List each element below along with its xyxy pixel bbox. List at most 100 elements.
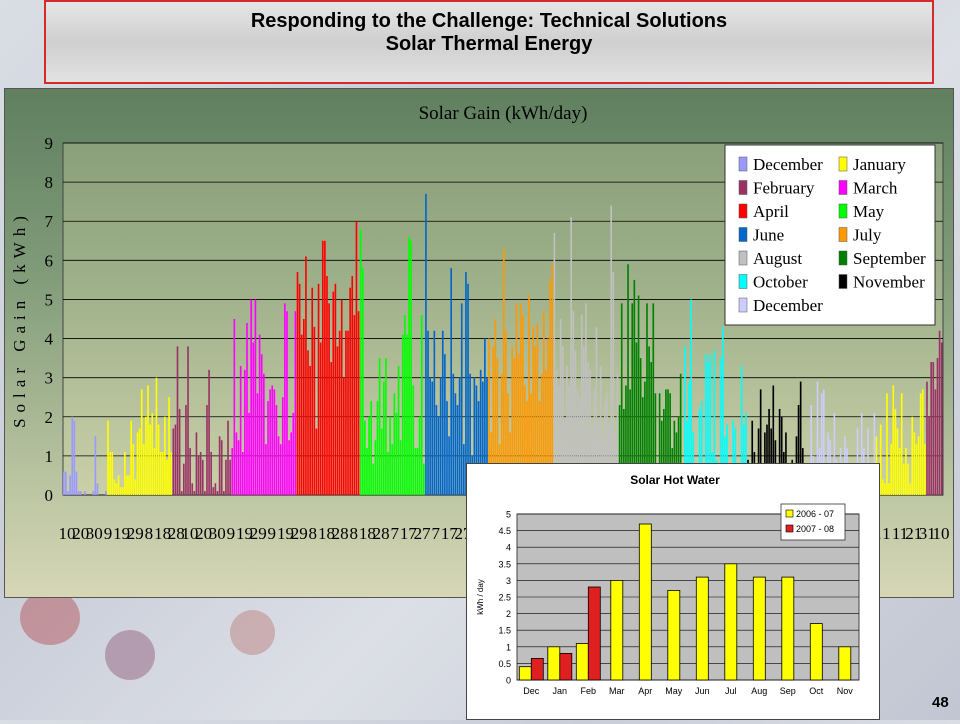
bar [610, 580, 624, 681]
bar [136, 432, 139, 495]
bar [559, 652, 573, 681]
bar [892, 385, 895, 495]
bar [500, 373, 503, 495]
slide-title-box: Responding to the Challenge: Technical S… [44, 0, 934, 84]
bar [67, 491, 69, 495]
bar [227, 420, 229, 495]
legend-label: July [853, 226, 882, 245]
x-tick-label: Mar [609, 686, 625, 696]
bar [71, 416, 74, 495]
legend-swatch [838, 250, 848, 266]
y-tick-label: 5 [45, 290, 54, 309]
bar [608, 424, 610, 495]
bar [446, 401, 448, 495]
bar [705, 354, 707, 495]
bar [252, 342, 255, 495]
bar [768, 408, 770, 495]
bar [477, 401, 480, 495]
bar [77, 491, 80, 495]
bar [810, 405, 813, 495]
x-tick-label: Jun [695, 686, 710, 696]
bar [606, 393, 608, 495]
x-tick-label: 28 [332, 524, 349, 543]
legend-swatch [738, 227, 748, 242]
bar [627, 264, 629, 495]
bar [890, 444, 893, 495]
bar [595, 326, 598, 495]
bar [536, 322, 539, 495]
x-tick-label: 7 [431, 524, 440, 543]
y-tick-label: 0 [45, 486, 54, 505]
bar [414, 448, 417, 495]
bar [201, 459, 204, 495]
background-decoration [105, 630, 155, 680]
bar [199, 451, 202, 495]
bar [204, 491, 206, 495]
y-tick-label: 2 [506, 609, 511, 619]
y-tick-label: 3 [45, 369, 54, 388]
bar [873, 412, 876, 495]
bar [347, 330, 349, 495]
bar [888, 483, 890, 495]
bar [884, 483, 886, 495]
legend-swatch [838, 156, 848, 172]
y-tick-label: 1 [45, 447, 54, 466]
bar [174, 424, 177, 495]
x-tick-label: 29 [250, 524, 267, 543]
x-tick-label: 30 [209, 524, 226, 543]
bar [328, 303, 330, 495]
legend-box [724, 144, 936, 326]
x-tick-label: 8 [145, 524, 154, 543]
bar [597, 420, 600, 495]
bar [518, 666, 532, 681]
bar [128, 475, 130, 495]
bar [618, 405, 621, 495]
bar [698, 408, 701, 495]
bar [911, 416, 914, 495]
bar [425, 193, 427, 495]
bar [566, 365, 568, 495]
bar [260, 354, 263, 495]
bar [896, 428, 899, 495]
bar [934, 389, 937, 495]
x-tick-label: 19 [113, 524, 130, 543]
bar [220, 440, 223, 495]
bar [208, 369, 210, 495]
bar [881, 479, 884, 495]
legend-swatch [738, 156, 748, 172]
bar [646, 303, 648, 495]
bar [900, 393, 903, 495]
bar [79, 491, 82, 495]
x-tick-label: Aug [751, 686, 767, 696]
solar-gain-chart-panel: 0 1 2 3 4 5 6 7 8 9 Solar Gain (kWh/day) Solar Gain… [4, 88, 954, 598]
bar [132, 444, 135, 495]
bar [387, 451, 389, 495]
y-tick-label: 9 [45, 134, 54, 153]
bar [326, 275, 328, 495]
y-tick-label: 2 [45, 408, 54, 427]
bar [235, 432, 238, 495]
bar [189, 448, 191, 495]
bar [517, 354, 520, 495]
bar [641, 397, 644, 495]
bar [695, 576, 709, 681]
bar [250, 299, 253, 495]
bar [820, 393, 823, 495]
bar [107, 420, 109, 495]
bar [212, 487, 215, 495]
bar [370, 401, 373, 495]
y-tick-label: 0 [506, 676, 511, 686]
x-tick-label: 8 [309, 524, 318, 543]
legend-swatch [785, 509, 794, 518]
bar [279, 444, 282, 495]
bar [361, 268, 364, 495]
bar [288, 440, 290, 495]
bar [538, 401, 541, 495]
legend-swatch [838, 180, 848, 195]
bar [385, 358, 387, 495]
x-tick-label: 21 [905, 524, 922, 543]
bar [469, 373, 471, 495]
bar [553, 232, 556, 495]
bar [130, 420, 133, 495]
bar [766, 424, 768, 495]
